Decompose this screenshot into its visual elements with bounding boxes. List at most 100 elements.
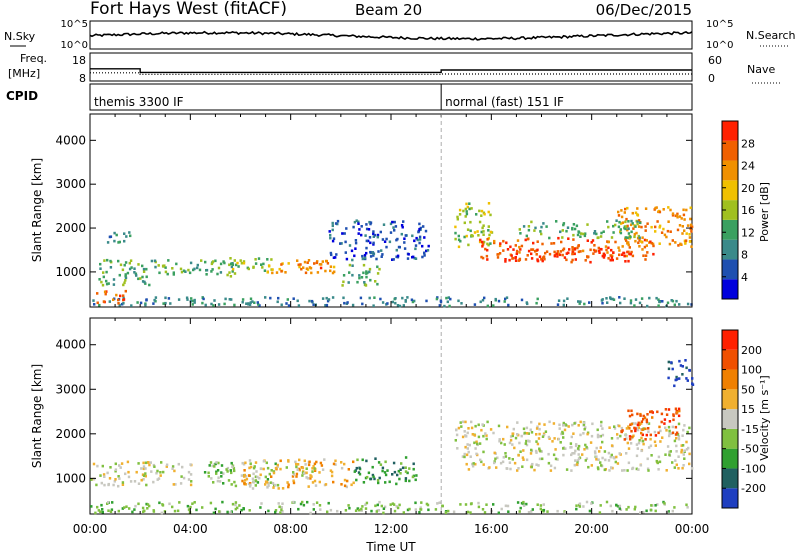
heatmap-cell <box>591 422 594 426</box>
heatmap-cell <box>508 441 512 445</box>
heatmap-cell <box>135 274 138 277</box>
heatmap-cell <box>162 470 165 474</box>
colorbar-swatch <box>722 488 738 508</box>
heatmap-cell <box>414 508 417 511</box>
heatmap-cell <box>310 475 313 478</box>
heatmap-cell <box>347 281 350 284</box>
heatmap-cell <box>303 459 306 463</box>
heatmap-cell <box>477 435 481 439</box>
heatmap-cell <box>626 469 629 472</box>
heatmap-cell <box>360 233 363 237</box>
heatmap-cell <box>343 462 346 466</box>
heatmap-cell <box>480 230 483 234</box>
heatmap-cell <box>583 448 586 451</box>
colorbar-tick-label: 12 <box>741 226 755 239</box>
heatmap-cell <box>454 225 457 229</box>
heatmap-cell <box>96 464 99 468</box>
heatmap-cell <box>152 463 156 467</box>
heatmap-cell <box>613 427 617 430</box>
colorbar-tick-label: 16 <box>741 204 755 217</box>
heatmap-cell <box>97 509 100 512</box>
heatmap-cell <box>446 300 449 304</box>
heatmap-cell <box>603 468 606 472</box>
heatmap-cell <box>260 263 263 266</box>
heatmap-cell <box>669 230 672 233</box>
heatmap-cell <box>266 486 269 489</box>
heatmap-cell <box>210 302 213 306</box>
heatmap-cell <box>556 458 559 461</box>
heatmap-cell <box>406 257 410 260</box>
heatmap-cell <box>310 271 313 275</box>
heatmap-cell <box>243 473 246 477</box>
heatmap-cell <box>176 509 180 513</box>
heatmap-cell <box>469 511 472 514</box>
heatmap-cell <box>618 452 621 455</box>
heatmap-cell <box>482 230 485 233</box>
heatmap-cell <box>522 458 525 461</box>
heatmap-cell <box>378 476 381 480</box>
heatmap-cell <box>658 210 662 214</box>
heatmap-cell <box>217 476 220 479</box>
heatmap-cell <box>595 458 598 461</box>
heatmap-cell <box>233 303 236 307</box>
heatmap-cell <box>542 508 546 512</box>
heatmap-cell <box>561 430 564 434</box>
heatmap-cell <box>536 297 539 301</box>
heatmap-cell <box>521 456 525 459</box>
heatmap-cell <box>467 427 470 430</box>
heatmap-cell <box>612 298 616 301</box>
heatmap-cell <box>673 466 676 469</box>
heatmap-cell <box>485 254 489 258</box>
heatmap-cell <box>231 502 235 506</box>
heatmap-cell <box>334 222 338 225</box>
heatmap-cell <box>667 360 670 364</box>
heatmap-cell <box>645 239 648 242</box>
heatmap-cell <box>386 302 389 305</box>
heatmap-cell <box>455 433 459 437</box>
heatmap-cell <box>410 298 414 302</box>
heatmap-cell <box>489 213 492 217</box>
heatmap-cell <box>418 238 422 241</box>
heatmap-cell <box>414 501 417 505</box>
heatmap-cell <box>143 509 146 513</box>
heatmap-cell <box>215 461 218 464</box>
heatmap-cell <box>244 461 247 465</box>
heatmap-cell <box>570 453 573 457</box>
heatmap-cell <box>573 463 576 467</box>
heatmap-cell <box>472 462 475 465</box>
heatmap-cell <box>540 232 543 236</box>
heatmap-cell <box>562 299 566 303</box>
heatmap-cell <box>639 412 642 416</box>
heatmap-cell <box>514 436 518 440</box>
heatmap-cell <box>571 248 574 252</box>
heatmap-cell <box>689 227 692 231</box>
heatmap-cell <box>681 444 685 447</box>
heatmap-cell <box>328 230 331 233</box>
heatmap-cell <box>380 255 383 258</box>
heatmap-cell <box>400 232 403 236</box>
heatmap-cell <box>525 502 528 506</box>
heatmap-cell <box>670 361 673 364</box>
nave-label: Nave <box>747 63 775 76</box>
heatmap-cell <box>636 220 639 224</box>
heatmap-cell <box>200 259 203 262</box>
heatmap-cell <box>187 478 191 481</box>
heatmap-cell <box>156 469 159 473</box>
heatmap-cell <box>296 463 300 466</box>
heatmap-cell <box>142 478 145 481</box>
heatmap-cell <box>106 258 109 262</box>
heatmap-cell <box>413 256 416 260</box>
heatmap-cell <box>365 251 368 255</box>
heatmap-cell <box>646 457 649 461</box>
heatmap-cell <box>573 252 576 256</box>
heatmap-cell <box>594 249 598 253</box>
heatmap-cell <box>346 301 349 304</box>
heatmap-cell <box>645 244 648 247</box>
heatmap-cell <box>644 225 647 228</box>
heatmap-cell <box>464 207 467 211</box>
heatmap-cell <box>251 487 255 490</box>
heatmap-cell <box>130 266 133 269</box>
heatmap-cell <box>539 449 542 453</box>
heatmap-cell <box>596 466 600 469</box>
heatmap-cell <box>263 269 267 272</box>
